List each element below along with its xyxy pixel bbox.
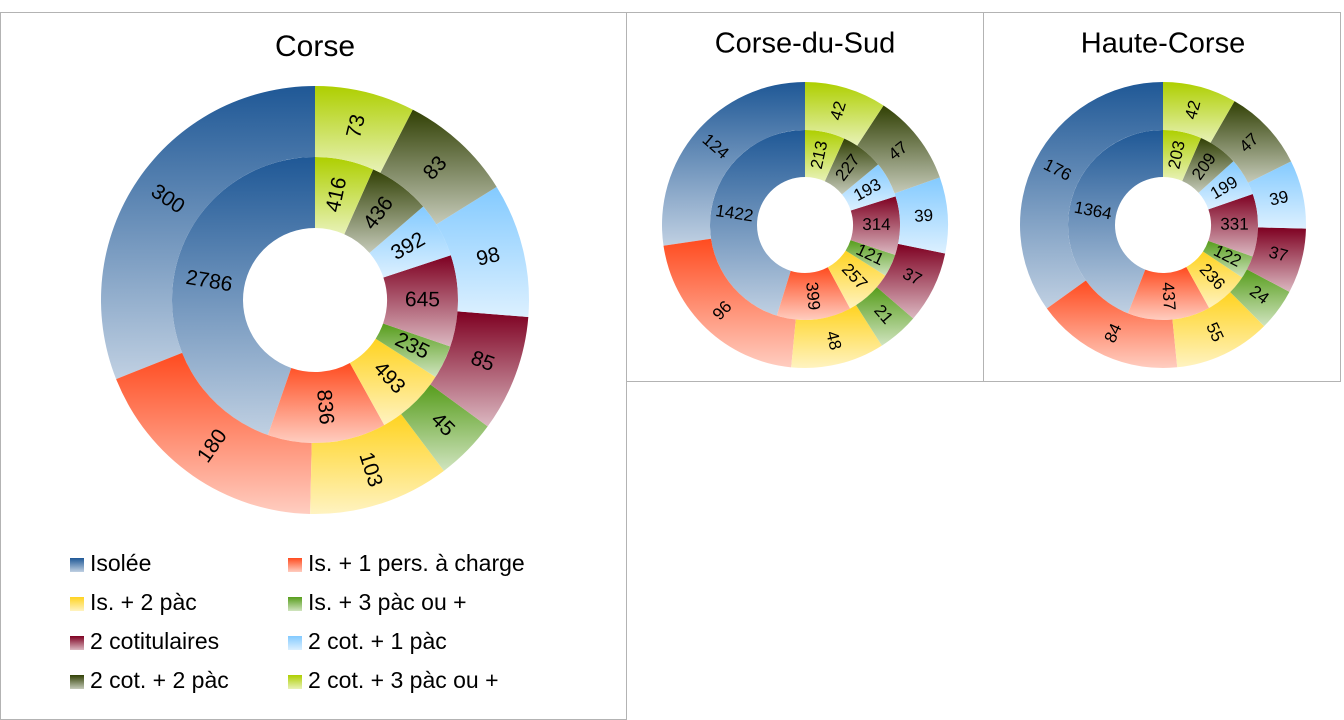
doughnut-slice — [1182, 137, 1234, 193]
doughnut-slice — [856, 287, 914, 346]
legend-label: 2 cot. + 2 pàc — [90, 667, 229, 693]
doughnut-slice — [894, 177, 948, 254]
doughnut-slice — [310, 414, 444, 514]
doughnut-slice — [805, 130, 845, 182]
doughnut-slice — [436, 186, 529, 318]
data-label: 645 — [405, 288, 440, 311]
doughnut-slice — [1020, 82, 1163, 309]
doughnut-slice — [663, 238, 796, 368]
doughnut-slice — [1127, 266, 1210, 320]
data-label: 73 — [342, 112, 370, 140]
doughnut-slice — [315, 157, 374, 235]
legend-swatch — [70, 675, 84, 689]
doughnut-slice — [267, 362, 385, 443]
legend-swatch — [70, 558, 84, 572]
legend-label: Is. + 2 pàc — [90, 589, 197, 615]
chart-title: Corse — [275, 30, 355, 63]
doughnut-slice — [850, 196, 900, 255]
doughnut-slice — [827, 250, 886, 309]
doughnut-slice — [1163, 130, 1201, 182]
data-label: 331 — [1220, 215, 1248, 234]
doughnut-slice — [344, 169, 424, 253]
doughnut-slice — [401, 384, 488, 471]
doughnut-slice — [845, 240, 896, 276]
doughnut-slice — [1163, 82, 1235, 143]
doughnut-slice — [662, 82, 805, 246]
data-label: 37 — [1267, 243, 1290, 266]
legend-swatch — [70, 597, 84, 611]
panel-border — [983, 12, 1341, 382]
data-label: 39 — [914, 206, 934, 226]
doughnut-slice — [1210, 101, 1292, 183]
doughnut-slice — [369, 206, 451, 278]
doughnut-slice — [349, 338, 436, 426]
doughnut-slice — [375, 323, 451, 377]
doughnut-slice — [1203, 240, 1253, 278]
chart-title: Corse-du-Sud — [715, 28, 896, 60]
data-label: 836 — [312, 389, 338, 426]
doughnut-slice — [1068, 130, 1163, 314]
chart-title: Haute-Corse — [1081, 28, 1245, 60]
legend-label: 2 cot. + 3 pàc ou + — [308, 667, 499, 693]
doughnut-slice — [1046, 280, 1178, 368]
legend-swatch — [288, 675, 302, 689]
doughnut-slice — [791, 305, 882, 368]
legend-label: Isolée — [90, 550, 151, 576]
doughnut-slice — [383, 255, 459, 347]
doughnut-slice — [1208, 193, 1258, 257]
data-label: 98 — [474, 243, 502, 271]
legend-swatch — [288, 636, 302, 650]
doughnut-slice — [776, 267, 851, 321]
data-label: 399 — [802, 281, 824, 311]
data-label: 39 — [1268, 187, 1291, 210]
doughnut-slice — [315, 86, 413, 173]
doughnut-slice — [1246, 227, 1306, 292]
legend-label: Is. + 3 pàc ou + — [308, 589, 467, 615]
doughnut-slice — [1172, 292, 1265, 368]
doughnut-slice — [430, 311, 529, 427]
doughnut-slice — [1186, 251, 1243, 309]
doughnut-slice — [116, 352, 312, 514]
legend-swatch — [70, 636, 84, 650]
data-label: 42 — [1181, 98, 1204, 121]
doughnut-slice — [1198, 161, 1253, 210]
doughnut-slice — [380, 109, 497, 225]
doughnut-slice — [100, 86, 315, 380]
legend-label: Is. + 1 pers. à charge — [308, 550, 525, 576]
doughnut-slice — [171, 157, 315, 436]
data-label: 48 — [822, 329, 845, 352]
legend-label: 2 cotitulaires — [90, 628, 219, 654]
doughnut-slice — [876, 243, 946, 319]
doughnut-slice — [709, 130, 805, 316]
legend-swatch — [288, 558, 302, 572]
data-label: 437 — [1158, 282, 1179, 312]
data-label: 314 — [862, 215, 891, 234]
legend-label: 2 cot. + 1 pàc — [308, 628, 447, 654]
data-label: 42 — [826, 99, 850, 123]
doughnut-slice — [1230, 269, 1290, 327]
doughnut-slice — [857, 105, 940, 194]
doughnut-slice — [805, 82, 884, 146]
doughnut-slice — [1248, 161, 1306, 229]
doughnut-slice — [824, 138, 879, 195]
doughnut-slice — [841, 164, 896, 211]
legend-swatch — [288, 597, 302, 611]
